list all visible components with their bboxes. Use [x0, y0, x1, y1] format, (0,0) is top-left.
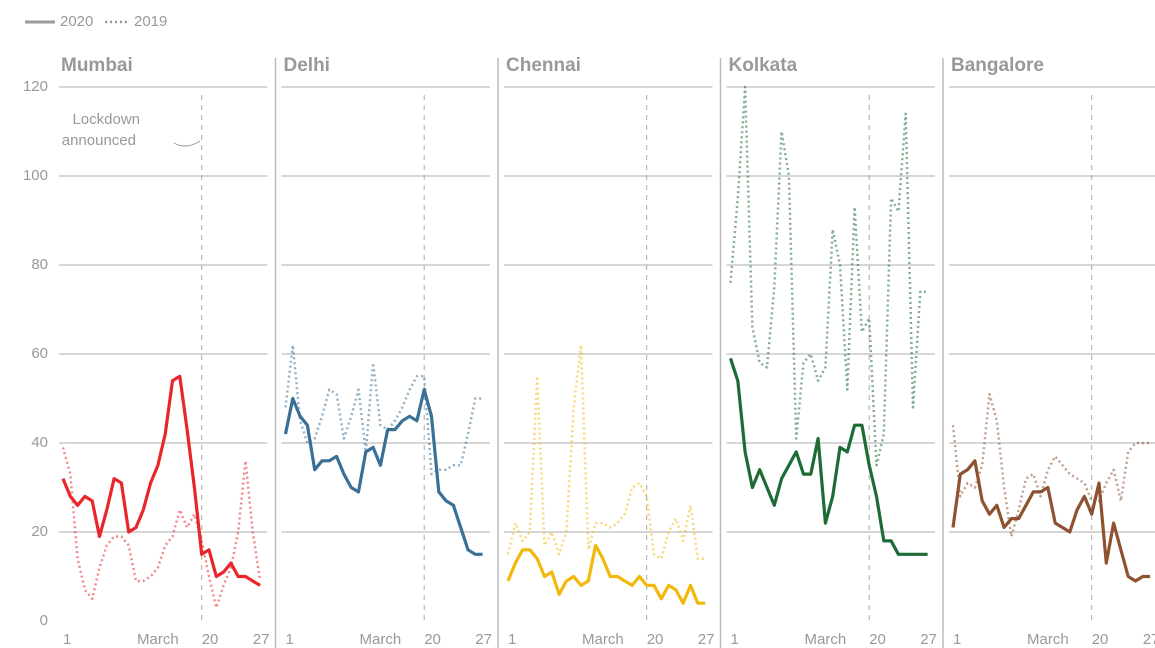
x-tick-label: 27 [698, 631, 715, 648]
x-tick-label: 1 [508, 631, 516, 648]
x-tick-label: 20 [647, 631, 664, 648]
line-2020 [283, 388, 483, 556]
x-tick-label: March [137, 631, 179, 648]
y-tick-label: 120 [23, 78, 48, 95]
x-tick-label: 27 [475, 631, 492, 648]
panel-title: Mumbai [61, 55, 133, 76]
x-tick-label: 27 [920, 631, 937, 648]
x-tick-label: 27 [253, 631, 270, 648]
line-2020 [506, 543, 706, 605]
y-tick-label: 100 [23, 167, 48, 184]
line-2019 [506, 343, 706, 560]
annotation: announced [62, 132, 136, 149]
x-tick-label: 1 [63, 631, 71, 648]
line-2019 [284, 343, 483, 476]
y-tick-label: 40 [31, 434, 48, 451]
legend-label: 2020 [60, 13, 93, 30]
line-2020 [728, 357, 928, 556]
line-2019 [951, 392, 1151, 538]
x-tick-label: 27 [1143, 631, 1155, 648]
line-2019 [729, 85, 928, 467]
x-tick-label: March [360, 631, 402, 648]
y-tick-label: 0 [40, 612, 48, 629]
line-2020 [61, 374, 261, 587]
annotation: Lockdown [72, 111, 140, 128]
x-tick-label: 20 [1092, 631, 1109, 648]
y-tick-label: 80 [31, 256, 48, 273]
x-tick-label: 20 [869, 631, 886, 648]
x-tick-label: March [805, 631, 847, 648]
x-tick-label: 1 [731, 631, 739, 648]
panel-title: Chennai [506, 55, 581, 76]
x-tick-label: 20 [202, 631, 219, 648]
y-tick-label: 20 [31, 523, 48, 540]
panel-title: Bangalore [951, 55, 1044, 76]
y-tick-label: 60 [31, 345, 48, 362]
legend-label: 2019 [134, 13, 167, 30]
x-tick-label: March [1027, 631, 1069, 648]
x-tick-label: 20 [424, 631, 441, 648]
x-tick-label: March [582, 631, 624, 648]
line-2019 [61, 447, 262, 609]
line-2020 [951, 459, 1151, 583]
panel-title: Kolkata [729, 55, 798, 76]
annotation-arrow [173, 140, 201, 147]
panel-title: Delhi [284, 55, 330, 76]
x-tick-label: 1 [286, 631, 294, 648]
x-tick-label: 1 [953, 631, 961, 648]
